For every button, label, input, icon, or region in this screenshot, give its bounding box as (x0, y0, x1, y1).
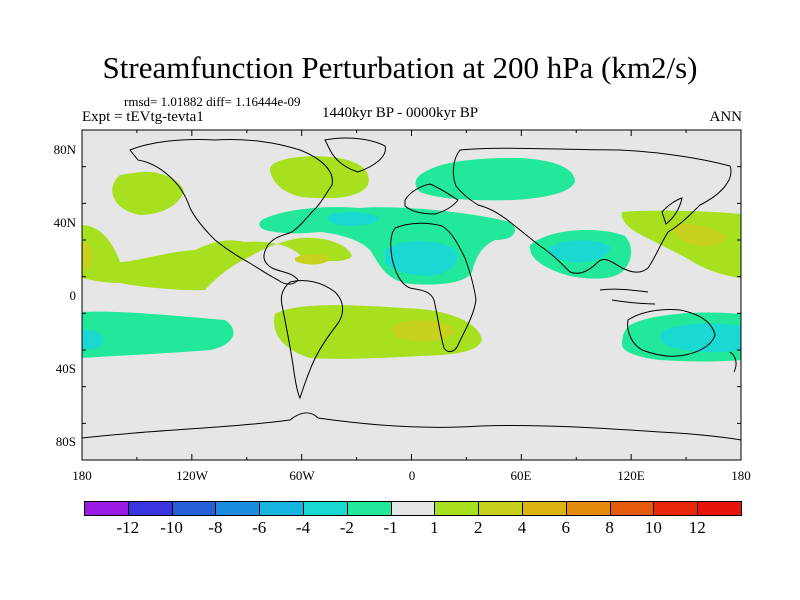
colorbar-swatch (171, 501, 217, 516)
lon-label-180w: 180 (72, 468, 92, 483)
lat-label-40s: 40S (55, 361, 76, 376)
anomaly-positive-e-pacific-core (82, 242, 93, 269)
map-background (82, 130, 741, 460)
lon-label-180e: 180 (731, 468, 751, 483)
colorbar-label: 1 (430, 518, 439, 537)
colorbar-swatch (434, 501, 480, 516)
colorbar-label: -2 (339, 518, 354, 537)
coast-asia (452, 147, 732, 274)
anomaly-negative-atlantic-core (327, 212, 380, 226)
colorbar-swatch (565, 501, 611, 516)
map-title: Streamfunction Perturbation at 200 hPa (… (102, 50, 698, 85)
colorbar-label: 2 (473, 518, 483, 537)
coast-new-zealand (729, 351, 737, 373)
lat-label-80s: 80S (55, 434, 76, 449)
colorbar-swatch (84, 501, 129, 516)
colorbar-label: -12 (116, 518, 140, 537)
axis-ticks (81, 129, 742, 461)
anomaly-positive-n-america (269, 156, 369, 199)
colorbar-swatch (127, 501, 173, 516)
coastlines (82, 137, 741, 441)
anomaly-negative-s-pacific (82, 311, 234, 358)
coast-north-america (129, 139, 333, 285)
colorbar-label: -4 (295, 518, 311, 537)
colorbar-swatch (303, 501, 348, 516)
colorbar-label: -10 (160, 518, 183, 537)
lat-label-80n: 80N (53, 142, 76, 157)
colorbar-swatch (215, 501, 261, 516)
coast-indonesia (599, 288, 656, 305)
season-label: ANN (709, 109, 743, 125)
lat-label-40n: 40N (53, 215, 76, 230)
lon-label-60w: 60W (289, 468, 315, 483)
colorbar-swatch (609, 501, 655, 516)
colorbar-label: 6 (561, 518, 571, 537)
anomaly-field (82, 137, 741, 441)
colorbar-label: 12 (688, 518, 706, 537)
colorbar-swatch (522, 501, 567, 516)
anomaly-positive-e-pacific-core2 (295, 253, 330, 265)
colorbar-label: 4 (517, 518, 527, 537)
stats-label: rmsd= 1.01882 diff= 1.16444e-09 (124, 94, 301, 109)
coast-south-america (280, 279, 344, 400)
lon-label-120w: 120W (176, 468, 208, 483)
colorbar-label: -6 (252, 518, 267, 537)
colorbar-label: -8 (208, 518, 223, 537)
colorbar-swatch (346, 501, 392, 516)
lon-label-60e: 60E (510, 468, 532, 483)
coast-japan (661, 197, 683, 225)
lon-label-120e: 120E (617, 468, 645, 483)
experiment-label: Expt = tEVtg-tevta1 (82, 109, 204, 125)
lon-label-0: 0 (408, 468, 416, 483)
anomaly-positive-n-pacific (112, 171, 184, 215)
lat-label-0: 0 (69, 288, 77, 303)
anomaly-negative-australia-core (660, 323, 741, 353)
coast-greenland (324, 137, 386, 173)
coast-europe-africa (390, 183, 477, 353)
colorbar-label: -1 (383, 518, 398, 537)
period-label: 1440kyr BP - 0000kyr BP (322, 105, 479, 121)
colorbar-label: 10 (644, 518, 662, 537)
coast-australia (627, 309, 716, 357)
coast-antarctica (82, 412, 741, 441)
colorbar-swatch (259, 501, 304, 516)
anomaly-positive-e-pacific (82, 225, 352, 291)
colorbar-swatch (478, 501, 523, 516)
anomaly-negative-africa-core (385, 241, 458, 276)
anomaly-negative-s-pacific-core (82, 329, 104, 350)
anomaly-positive-s-atlantic (274, 305, 482, 359)
anomaly-negative-europe-asia (415, 158, 575, 201)
anomaly-positive-w-pacific-core (673, 224, 726, 246)
colorbar-swatch (697, 501, 742, 516)
anomaly-negative-asia-core (549, 240, 610, 263)
colorbar-label: 8 (605, 518, 614, 537)
colorbar-swatch (653, 501, 699, 516)
anomaly-positive-w-pacific (621, 210, 741, 278)
colorbar-swatch (390, 501, 436, 516)
